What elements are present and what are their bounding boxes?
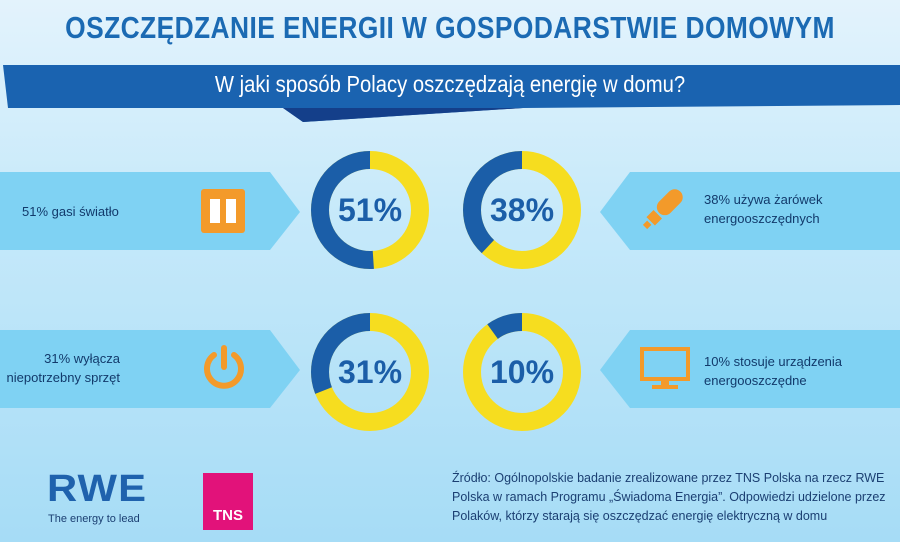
percent-label: 38% [489, 192, 555, 228]
item-label-line2: energooszczędnych [704, 211, 820, 226]
percent-label: 10% [489, 354, 555, 390]
source-line: Polaków, którzy starają się oszczędzać e… [452, 509, 828, 523]
percent-label: 51% [337, 192, 403, 228]
donut-chart-51 [311, 151, 429, 269]
subtitle: W jaki sposób Polacy oszczędzają energię… [214, 71, 686, 97]
donut-value-arc [463, 151, 581, 269]
item-label-line1: 38% używa żarówek [704, 192, 823, 207]
item-label-line2: energooszczędne [704, 373, 807, 388]
item-label-line2: niepotrzebny sprzęt [6, 370, 120, 385]
light-switch-icon [201, 189, 245, 233]
rwe-tagline: The energy to lead [48, 513, 140, 525]
source-note: Źródło: Ogólnopolskie badanie zrealizowa… [452, 469, 900, 526]
donut-value-arc [311, 151, 429, 269]
rwe-logo: RWE [47, 468, 148, 510]
monitor-icon [640, 347, 690, 389]
source-line: Polska w ramach Programu „Świadoma Energ… [452, 490, 886, 504]
donut-chart-38 [463, 151, 581, 269]
donut-chart-31 [311, 313, 429, 431]
percent-label: 31% [337, 354, 403, 390]
item-label-line1: 31% wyłącza [44, 351, 120, 366]
page-title: OSZCZĘDZANIE ENERGII W GOSPODARSTWIE DOM… [65, 10, 835, 45]
power-icon [204, 345, 244, 389]
item-label: 51% gasi światło [22, 204, 119, 219]
source-line: Źródło: Ogólnopolskie badanie zrealizowa… [452, 471, 885, 485]
tns-logo: TNS [203, 473, 253, 530]
subtitle-banner [3, 65, 900, 122]
bulb-icon [642, 189, 683, 230]
donut-value-arc [311, 313, 429, 431]
item-label-line1: 10% stosuje urządzenia [704, 354, 843, 369]
donut-chart-10 [463, 313, 581, 431]
donut-value-arc [463, 313, 581, 431]
